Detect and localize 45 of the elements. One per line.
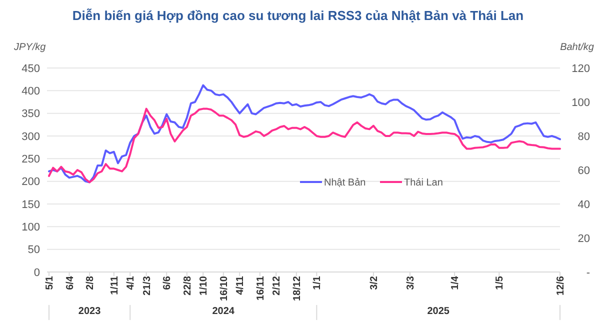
x-tick-label: 16/11 bbox=[255, 276, 266, 300]
x-tick-label: 1/11 bbox=[109, 276, 120, 295]
y2-tick-label: 80 bbox=[578, 130, 590, 143]
y-tick-label: 100 bbox=[22, 222, 40, 234]
y-axis-title: JPY/kg bbox=[13, 42, 46, 53]
y-tick-label: 450 bbox=[22, 62, 40, 75]
y-tick-label: 400 bbox=[22, 86, 40, 98]
x-tick-label: 4/1 bbox=[126, 276, 137, 290]
x-tick-label: 3/2 bbox=[368, 276, 380, 290]
legend-label: Thái Lan bbox=[404, 178, 443, 188]
x-tick-label: 16/10 bbox=[218, 276, 230, 302]
y-tick-label: 150 bbox=[22, 198, 40, 211]
y2-tick-label: - bbox=[586, 266, 590, 279]
y2-tick-label: 40 bbox=[578, 198, 590, 211]
x-tick-label: 3/3 bbox=[405, 276, 416, 290]
chart-title: Diễn biến giá Hợp đồng cao su tương lai RSS3 của Nhật Bản và Thái Lan bbox=[72, 8, 524, 23]
x-tick-label: 1/1 bbox=[312, 276, 324, 290]
y-tick-label: 350 bbox=[22, 108, 40, 120]
text: 2023 bbox=[78, 306, 102, 317]
y-tick-label: 200 bbox=[22, 176, 40, 188]
x-tick-label: 1/10 bbox=[198, 276, 210, 296]
text: 2025 bbox=[427, 306, 450, 317]
x-tick-label: 5/1 bbox=[44, 276, 56, 290]
x-tick-label: 21/3 bbox=[142, 276, 153, 296]
x-tick-label: 22/8 bbox=[182, 276, 194, 296]
x-tick-label: 18/12 bbox=[292, 276, 303, 302]
y-tick-label: 250 bbox=[22, 154, 40, 166]
x-tick-label: 2/12 bbox=[272, 276, 283, 296]
x-tick-label: 2/8 bbox=[85, 276, 96, 290]
x-tick-label: 6/6 bbox=[162, 276, 174, 290]
y-tick-label: 0 bbox=[34, 266, 40, 279]
y2-axis-title: Baht/kg bbox=[560, 42, 594, 53]
x-tick-label: 6/4 bbox=[64, 276, 76, 290]
y2-tick-label: 60 bbox=[578, 164, 590, 177]
y2-tick-label: 100 bbox=[572, 96, 590, 109]
y-tick-label: 300 bbox=[22, 130, 40, 143]
y-tick-label: 50 bbox=[28, 244, 40, 256]
x-tick-label: 4/11 bbox=[235, 276, 246, 295]
text: 2024 bbox=[212, 306, 235, 317]
x-tick-label: 12/6 bbox=[556, 276, 566, 296]
y2-tick-label: 20 bbox=[578, 232, 590, 245]
y2-tick-label: 120 bbox=[572, 62, 590, 75]
legend-label: Nhật Bản bbox=[324, 178, 366, 188]
x-tick-label: 1/5 bbox=[494, 276, 506, 290]
x-tick-label: 1/4 bbox=[450, 276, 462, 290]
